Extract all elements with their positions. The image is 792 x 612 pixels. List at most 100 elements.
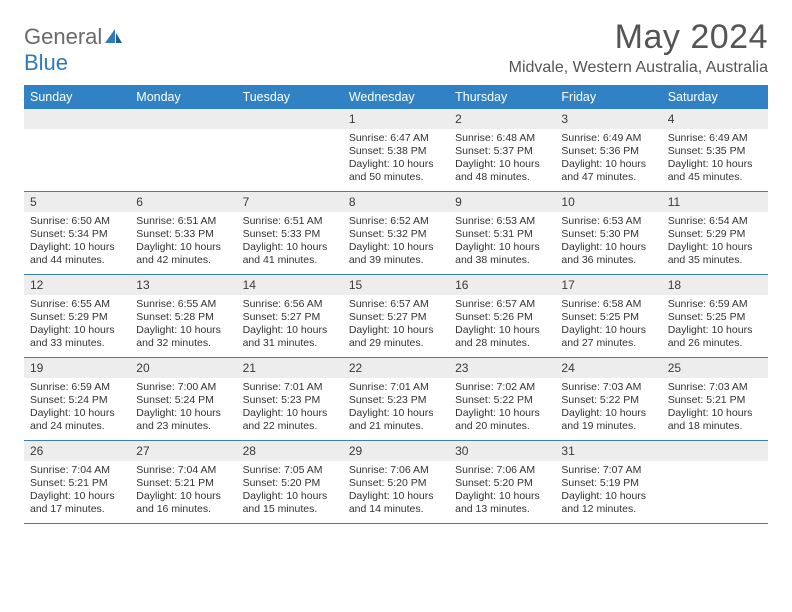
daylight-text: Daylight: 10 hours and 33 minutes. — [30, 324, 124, 350]
sunrise-text: Sunrise: 6:57 AM — [455, 298, 549, 311]
day-header-row: SundayMondayTuesdayWednesdayThursdayFrid… — [24, 85, 768, 109]
day-body: Sunrise: 6:49 AMSunset: 5:36 PMDaylight:… — [555, 129, 661, 191]
sunrise-text: Sunrise: 6:48 AM — [455, 132, 549, 145]
sunset-text: Sunset: 5:26 PM — [455, 311, 549, 324]
day-number: 21 — [237, 358, 343, 378]
sunrise-text: Sunrise: 6:55 AM — [30, 298, 124, 311]
daylight-text: Daylight: 10 hours and 16 minutes. — [136, 490, 230, 516]
day-cell: 22Sunrise: 7:01 AMSunset: 5:23 PMDayligh… — [343, 358, 449, 440]
sunrise-text: Sunrise: 7:03 AM — [561, 381, 655, 394]
daylight-text: Daylight: 10 hours and 36 minutes. — [561, 241, 655, 267]
daylight-text: Daylight: 10 hours and 45 minutes. — [668, 158, 762, 184]
day-body: Sunrise: 6:53 AMSunset: 5:30 PMDaylight:… — [555, 212, 661, 274]
day-number: 31 — [555, 441, 661, 461]
day-body: Sunrise: 6:55 AMSunset: 5:29 PMDaylight:… — [24, 295, 130, 357]
day-body: Sunrise: 6:52 AMSunset: 5:32 PMDaylight:… — [343, 212, 449, 274]
daylight-text: Daylight: 10 hours and 23 minutes. — [136, 407, 230, 433]
sunset-text: Sunset: 5:24 PM — [30, 394, 124, 407]
sunrise-text: Sunrise: 6:53 AM — [455, 215, 549, 228]
day-number — [237, 109, 343, 129]
sunset-text: Sunset: 5:19 PM — [561, 477, 655, 490]
sunrise-text: Sunrise: 7:03 AM — [668, 381, 762, 394]
sunrise-text: Sunrise: 6:57 AM — [349, 298, 443, 311]
day-number: 14 — [237, 275, 343, 295]
daylight-text: Daylight: 10 hours and 32 minutes. — [136, 324, 230, 350]
sunset-text: Sunset: 5:21 PM — [668, 394, 762, 407]
day-body — [237, 129, 343, 138]
week-row: 1Sunrise: 6:47 AMSunset: 5:38 PMDaylight… — [24, 109, 768, 192]
header: General Blue May 2024 Midvale, Western A… — [24, 18, 768, 77]
day-cell: 4Sunrise: 6:49 AMSunset: 5:35 PMDaylight… — [662, 109, 768, 191]
day-cell: 17Sunrise: 6:58 AMSunset: 5:25 PMDayligh… — [555, 275, 661, 357]
sunset-text: Sunset: 5:25 PM — [561, 311, 655, 324]
day-cell: 31Sunrise: 7:07 AMSunset: 5:19 PMDayligh… — [555, 441, 661, 523]
sunset-text: Sunset: 5:33 PM — [243, 228, 337, 241]
week-row: 5Sunrise: 6:50 AMSunset: 5:34 PMDaylight… — [24, 192, 768, 275]
sunrise-text: Sunrise: 7:02 AM — [455, 381, 549, 394]
day-cell: 26Sunrise: 7:04 AMSunset: 5:21 PMDayligh… — [24, 441, 130, 523]
day-body: Sunrise: 6:54 AMSunset: 5:29 PMDaylight:… — [662, 212, 768, 274]
title-block: May 2024 Midvale, Western Australia, Aus… — [509, 18, 768, 77]
logo-sail-icon — [104, 31, 124, 48]
day-body: Sunrise: 6:48 AMSunset: 5:37 PMDaylight:… — [449, 129, 555, 191]
sunset-text: Sunset: 5:30 PM — [561, 228, 655, 241]
sunset-text: Sunset: 5:22 PM — [561, 394, 655, 407]
week-row: 12Sunrise: 6:55 AMSunset: 5:29 PMDayligh… — [24, 275, 768, 358]
day-body: Sunrise: 7:04 AMSunset: 5:21 PMDaylight:… — [130, 461, 236, 523]
day-number: 12 — [24, 275, 130, 295]
logo-text-wrap: General Blue — [24, 24, 124, 76]
sunrise-text: Sunrise: 7:07 AM — [561, 464, 655, 477]
day-body: Sunrise: 7:03 AMSunset: 5:22 PMDaylight:… — [555, 378, 661, 440]
day-number: 16 — [449, 275, 555, 295]
daylight-text: Daylight: 10 hours and 13 minutes. — [455, 490, 549, 516]
sunset-text: Sunset: 5:32 PM — [349, 228, 443, 241]
sunrise-text: Sunrise: 6:59 AM — [668, 298, 762, 311]
day-number: 28 — [237, 441, 343, 461]
daylight-text: Daylight: 10 hours and 22 minutes. — [243, 407, 337, 433]
daylight-text: Daylight: 10 hours and 50 minutes. — [349, 158, 443, 184]
month-title: May 2024 — [509, 18, 768, 57]
day-cell: 23Sunrise: 7:02 AMSunset: 5:22 PMDayligh… — [449, 358, 555, 440]
week-row: 26Sunrise: 7:04 AMSunset: 5:21 PMDayligh… — [24, 441, 768, 524]
sunset-text: Sunset: 5:20 PM — [349, 477, 443, 490]
day-cell: 27Sunrise: 7:04 AMSunset: 5:21 PMDayligh… — [130, 441, 236, 523]
daylight-text: Daylight: 10 hours and 28 minutes. — [455, 324, 549, 350]
day-body: Sunrise: 7:05 AMSunset: 5:20 PMDaylight:… — [237, 461, 343, 523]
day-body: Sunrise: 7:01 AMSunset: 5:23 PMDaylight:… — [343, 378, 449, 440]
sunset-text: Sunset: 5:29 PM — [30, 311, 124, 324]
day-number: 4 — [662, 109, 768, 129]
day-cell: 15Sunrise: 6:57 AMSunset: 5:27 PMDayligh… — [343, 275, 449, 357]
day-cell: 9Sunrise: 6:53 AMSunset: 5:31 PMDaylight… — [449, 192, 555, 274]
day-number: 23 — [449, 358, 555, 378]
day-number — [130, 109, 236, 129]
logo-text-general: General — [24, 24, 102, 49]
day-cell: 8Sunrise: 6:52 AMSunset: 5:32 PMDaylight… — [343, 192, 449, 274]
day-cell: 12Sunrise: 6:55 AMSunset: 5:29 PMDayligh… — [24, 275, 130, 357]
daylight-text: Daylight: 10 hours and 42 minutes. — [136, 241, 230, 267]
day-body: Sunrise: 6:51 AMSunset: 5:33 PMDaylight:… — [237, 212, 343, 274]
day-cell — [237, 109, 343, 191]
day-number: 17 — [555, 275, 661, 295]
sunset-text: Sunset: 5:21 PM — [136, 477, 230, 490]
day-cell: 19Sunrise: 6:59 AMSunset: 5:24 PMDayligh… — [24, 358, 130, 440]
sunrise-text: Sunrise: 6:53 AM — [561, 215, 655, 228]
day-number: 13 — [130, 275, 236, 295]
sunrise-text: Sunrise: 7:04 AM — [30, 464, 124, 477]
daylight-text: Daylight: 10 hours and 44 minutes. — [30, 241, 124, 267]
daylight-text: Daylight: 10 hours and 27 minutes. — [561, 324, 655, 350]
sunrise-text: Sunrise: 7:05 AM — [243, 464, 337, 477]
day-body: Sunrise: 6:51 AMSunset: 5:33 PMDaylight:… — [130, 212, 236, 274]
day-number — [24, 109, 130, 129]
day-cell — [130, 109, 236, 191]
day-body: Sunrise: 7:04 AMSunset: 5:21 PMDaylight:… — [24, 461, 130, 523]
daylight-text: Daylight: 10 hours and 29 minutes. — [349, 324, 443, 350]
sunset-text: Sunset: 5:21 PM — [30, 477, 124, 490]
day-header-cell: Sunday — [24, 85, 130, 109]
day-body — [130, 129, 236, 138]
sunset-text: Sunset: 5:23 PM — [349, 394, 443, 407]
day-number: 20 — [130, 358, 236, 378]
day-body: Sunrise: 7:03 AMSunset: 5:21 PMDaylight:… — [662, 378, 768, 440]
day-number: 7 — [237, 192, 343, 212]
day-body: Sunrise: 6:49 AMSunset: 5:35 PMDaylight:… — [662, 129, 768, 191]
day-cell: 14Sunrise: 6:56 AMSunset: 5:27 PMDayligh… — [237, 275, 343, 357]
